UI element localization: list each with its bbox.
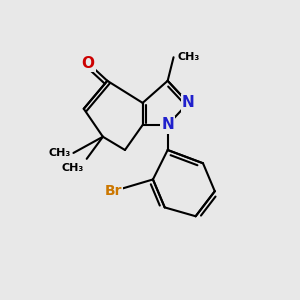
Text: CH₃: CH₃	[48, 148, 70, 158]
Text: N: N	[182, 95, 195, 110]
Text: O: O	[82, 56, 95, 70]
Text: N: N	[161, 118, 174, 133]
Text: Br: Br	[104, 184, 122, 198]
Text: CH₃: CH₃	[61, 163, 84, 173]
Text: CH₃: CH₃	[178, 52, 200, 62]
